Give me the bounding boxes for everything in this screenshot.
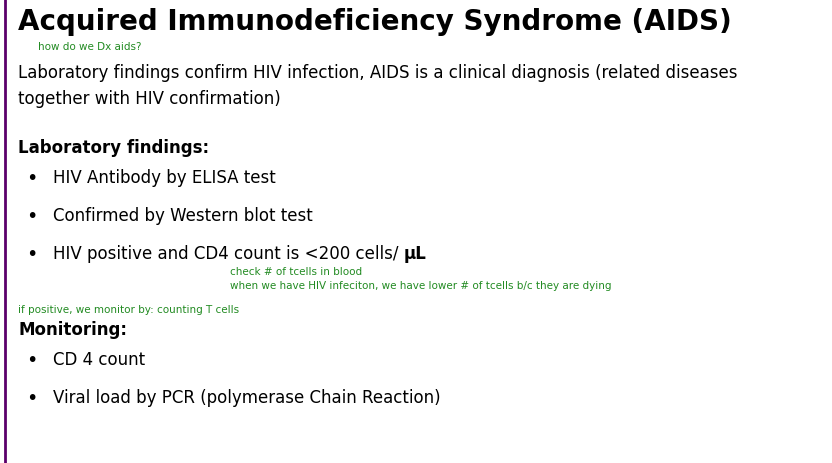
Text: HIV positive and CD4 count is <200 cells/: HIV positive and CD4 count is <200 cells…	[53, 245, 404, 263]
Text: •: •	[26, 245, 37, 264]
Text: Laboratory findings confirm HIV infection, AIDS is a clinical diagnosis (related: Laboratory findings confirm HIV infectio…	[18, 64, 737, 108]
Text: Laboratory findings:: Laboratory findings:	[18, 139, 209, 157]
Text: when we have HIV infeciton, we have lower # of tcells b/c they are dying: when we have HIV infeciton, we have lowe…	[230, 281, 612, 291]
Text: how do we Dx aids?: how do we Dx aids?	[38, 42, 141, 52]
Text: if positive, we monitor by: counting T cells: if positive, we monitor by: counting T c…	[18, 305, 239, 315]
Text: check # of tcells in blood: check # of tcells in blood	[230, 267, 362, 277]
Text: •: •	[26, 207, 37, 226]
Text: Confirmed by Western blot test: Confirmed by Western blot test	[53, 207, 313, 225]
Text: Viral load by PCR (polymerase Chain Reaction): Viral load by PCR (polymerase Chain Reac…	[53, 389, 441, 407]
Text: μL: μL	[404, 245, 427, 263]
Text: •: •	[26, 169, 37, 188]
Text: •: •	[26, 351, 37, 370]
Text: Acquired Immunodeficiency Syndrome (AIDS): Acquired Immunodeficiency Syndrome (AIDS…	[18, 8, 732, 36]
Text: CD 4 count: CD 4 count	[53, 351, 145, 369]
Text: •: •	[26, 389, 37, 408]
Text: Monitoring:: Monitoring:	[18, 321, 127, 339]
Text: HIV Antibody by ELISA test: HIV Antibody by ELISA test	[53, 169, 275, 187]
